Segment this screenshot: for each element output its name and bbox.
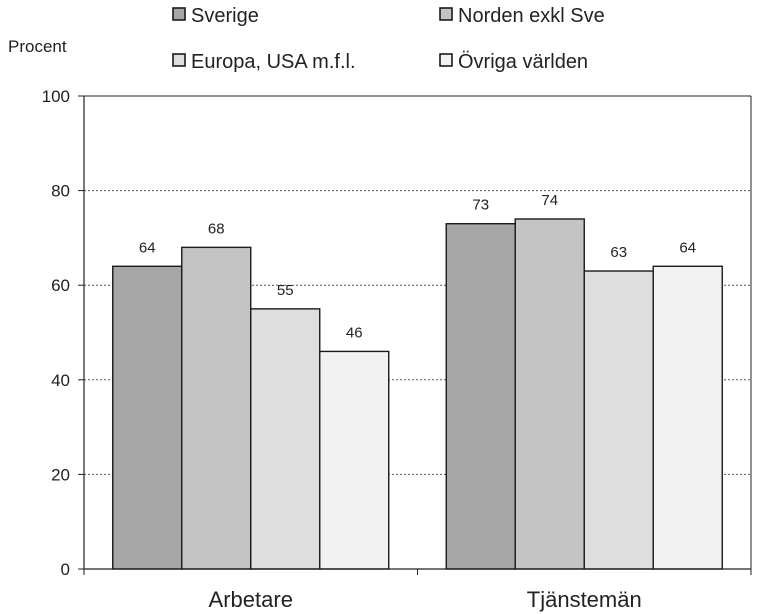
bar-value-label: 73: [472, 197, 489, 214]
bar-value-label: 64: [139, 239, 156, 256]
legend-swatch: [172, 53, 186, 67]
bar: [112, 265, 183, 570]
bar: [514, 218, 585, 570]
legend-label: Övriga världen: [458, 51, 588, 73]
y-tick-label: 20: [51, 465, 70, 484]
bars: 64 68 55 46 73 74 63 64: [112, 192, 723, 570]
bar: [181, 246, 252, 570]
legend-label: Europa, USA m.f.l.: [191, 51, 356, 73]
bar: [445, 223, 516, 570]
y-tick-labels: 0 20 40 60 80 100: [42, 87, 70, 579]
bar-value-label: 74: [541, 192, 558, 209]
legend-label: Sverige: [191, 5, 259, 27]
legend-swatch: [172, 7, 186, 21]
bar-value-label: 46: [346, 324, 363, 341]
bar: [319, 350, 390, 570]
y-tick-label: 100: [42, 87, 70, 106]
legend-item: Övriga världen: [439, 51, 588, 73]
bar: [250, 308, 321, 570]
legend-swatch: [439, 53, 453, 67]
legend-item: Europa, USA m.f.l.: [172, 51, 356, 73]
bar-value-label: 55: [277, 282, 294, 299]
legend-item: Norden exkl Sve: [439, 5, 605, 27]
bar-value-label: 63: [610, 244, 627, 261]
gridlines: [84, 190, 751, 475]
legend-swatch: [439, 7, 453, 21]
legend: Sverige Norden exkl Sve Europa, USA m.f.l.…: [172, 5, 605, 73]
y-tick-label: 80: [51, 182, 70, 201]
y-tick-label: 0: [61, 560, 70, 579]
x-category-labels: Arbetare Tjänstemän: [209, 587, 642, 612]
bar: [652, 265, 723, 570]
y-axis-label: Procent: [8, 37, 67, 56]
y-tick-label: 40: [51, 371, 70, 390]
axes: [78, 95, 752, 575]
bar: [583, 270, 654, 570]
x-category-label: Tjänstemän: [527, 587, 642, 612]
y-tick-label: 60: [51, 276, 70, 295]
bar-value-label: 68: [208, 220, 225, 237]
x-category-label: Arbetare: [209, 587, 293, 612]
legend-label: Norden exkl Sve: [458, 5, 605, 27]
legend-item: Sverige: [172, 5, 259, 27]
bar-value-label: 64: [679, 239, 696, 256]
